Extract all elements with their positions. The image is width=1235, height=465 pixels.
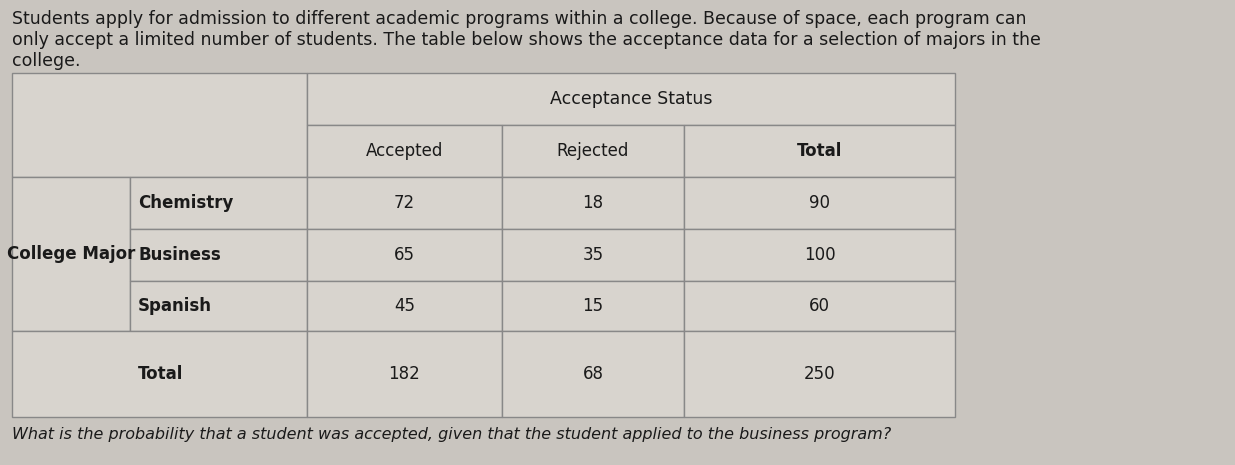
Bar [12, 331, 308, 417]
Text: college.: college. [12, 52, 80, 70]
Bar [501, 229, 684, 281]
Text: What is the probability that a student was accepted, given that the student appl: What is the probability that a student w… [12, 427, 892, 442]
Text: Spanish: Spanish [138, 297, 212, 315]
Bar [684, 125, 955, 177]
Bar [501, 125, 684, 177]
Text: Business: Business [138, 246, 221, 264]
Text: 68: 68 [583, 365, 604, 383]
Bar [130, 229, 308, 281]
Text: 65: 65 [394, 246, 415, 264]
Text: Students apply for admission to different academic programs within a college. Be: Students apply for admission to differen… [12, 10, 1026, 28]
Bar [501, 177, 684, 229]
Bar [308, 331, 501, 417]
Text: 90: 90 [809, 194, 830, 212]
Text: 45: 45 [394, 297, 415, 315]
Bar [308, 229, 501, 281]
Bar [12, 177, 130, 331]
Text: 60: 60 [809, 297, 830, 315]
Text: Total: Total [797, 142, 842, 160]
Bar [308, 281, 501, 331]
Bar [308, 73, 955, 125]
Text: 72: 72 [394, 194, 415, 212]
Bar [130, 281, 308, 331]
Text: College Major: College Major [7, 245, 135, 263]
Text: 100: 100 [804, 246, 835, 264]
Bar [501, 331, 684, 417]
Bar [12, 73, 308, 177]
Bar [684, 229, 955, 281]
Bar [684, 177, 955, 229]
Text: Total: Total [138, 365, 183, 383]
Text: Chemistry: Chemistry [138, 194, 233, 212]
Bar [684, 331, 955, 417]
Bar [684, 281, 955, 331]
Text: only accept a limited number of students. The table below shows the acceptance d: only accept a limited number of students… [12, 31, 1041, 49]
Bar [308, 177, 501, 229]
Text: 182: 182 [389, 365, 420, 383]
Bar [501, 281, 684, 331]
Bar [308, 125, 501, 177]
Text: Rejected: Rejected [557, 142, 629, 160]
Text: 15: 15 [583, 297, 604, 315]
Text: Acceptance Status: Acceptance Status [550, 90, 713, 108]
Text: 250: 250 [804, 365, 835, 383]
Text: 18: 18 [583, 194, 604, 212]
Bar [130, 177, 308, 229]
Text: 35: 35 [583, 246, 604, 264]
Text: Accepted: Accepted [366, 142, 443, 160]
